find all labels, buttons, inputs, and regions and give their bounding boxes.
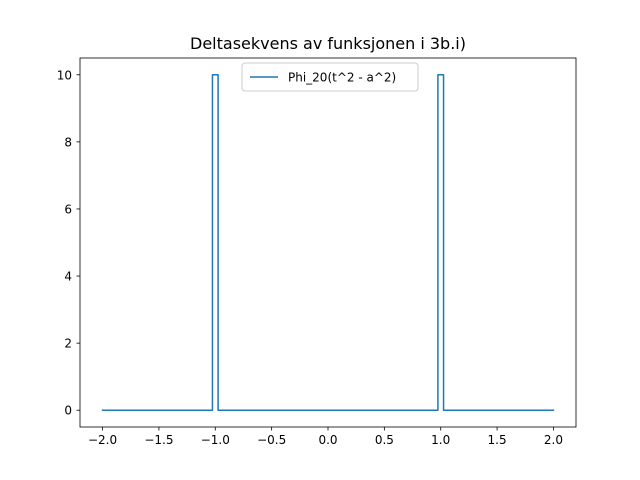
chart-title: Deltasekvens av funksjonen i 3b.i) xyxy=(190,34,466,53)
y-tick-label: 2 xyxy=(64,337,72,351)
legend: Phi_20(t^2 - a^2) xyxy=(241,62,419,92)
x-tick-label: 0.0 xyxy=(318,433,337,447)
legend-box xyxy=(241,62,419,92)
legend-label-0: Phi_20(t^2 - a^2) xyxy=(288,71,396,85)
x-tick-label: −1.5 xyxy=(144,433,173,447)
y-tick-label: 0 xyxy=(64,404,72,418)
x-tick-label: 1.5 xyxy=(488,433,507,447)
plot-area xyxy=(101,74,555,411)
y-tick-label: 10 xyxy=(57,68,72,82)
x-tick-label: −0.5 xyxy=(257,433,286,447)
x-tick-label: −1.0 xyxy=(201,433,230,447)
y-tick-label: 8 xyxy=(64,135,72,149)
x-tick-label: 2.0 xyxy=(544,433,563,447)
axes: −2.0 −1.5 −1.0 −0.5 0.0 0.5 1.0 1.5 2.0 0 2 4 6 8 10 xyxy=(57,57,577,447)
y-tick-label: 6 xyxy=(64,202,72,216)
x-tick-label: −2.0 xyxy=(88,433,117,447)
y-tick-label: 4 xyxy=(64,270,72,284)
x-tick-label: 0.5 xyxy=(375,433,394,447)
x-tick-label: 1.0 xyxy=(431,433,450,447)
series-line-0 xyxy=(101,74,555,411)
